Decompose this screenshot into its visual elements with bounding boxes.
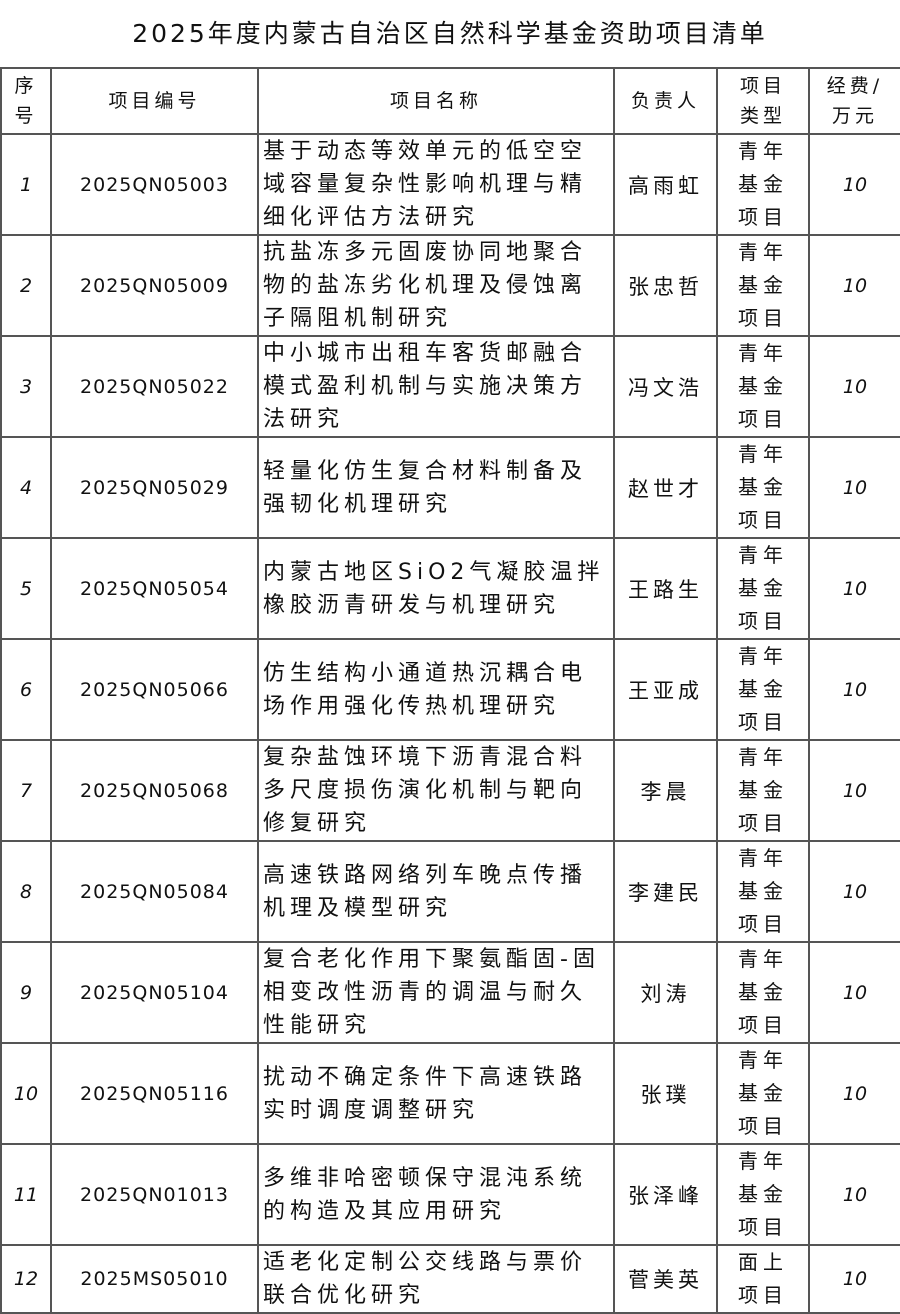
project-name: 抗盐冻多元固废协同地聚合物的盐冻劣化机理及侵蚀离子隔阻机制研究 — [257, 234, 615, 337]
row-index: 4 — [0, 436, 52, 539]
project-code: 2025QN05022 — [50, 335, 259, 438]
project-type: 青年基金项目 — [716, 739, 810, 842]
row-index: 2 — [0, 234, 52, 337]
project-name: 适老化定制公交线路与票价联合优化研究 — [257, 1244, 615, 1314]
project-funding: 10 — [808, 739, 900, 842]
project-funding: 10 — [808, 436, 900, 539]
project-type: 青年基金项目 — [716, 234, 810, 337]
project-funding: 10 — [808, 941, 900, 1044]
row-index: 12 — [0, 1244, 52, 1314]
table-row: 9 2025QN05104 复合老化作用下聚氨酯固-固相变改性沥青的调温与耐久性能研… — [0, 941, 900, 1044]
project-table: 序号 项目编号 项目名称 负责人 项目类型 经费/万元 1 2025QN05003… — [0, 67, 900, 1314]
project-funding: 10 — [808, 840, 900, 943]
project-name: 复合老化作用下聚氨酯固-固相变改性沥青的调温与耐久性能研究 — [257, 941, 615, 1044]
project-name: 中小城市出租车客货邮融合模式盈利机制与实施决策方法研究 — [257, 335, 615, 438]
project-type: 面上项目 — [716, 1244, 810, 1314]
row-index: 10 — [0, 1042, 52, 1145]
table-row: 5 2025QN05054 内蒙古地区SiO2气凝胶温拌橡胶沥青研发与机理研究 王路生… — [0, 537, 900, 640]
project-name: 仿生结构小通道热沉耦合电场作用强化传热机理研究 — [257, 638, 615, 741]
table-row: 7 2025QN05068 复杂盐蚀环境下沥青混合料多尺度损伤演化机制与靶向修复研究… — [0, 739, 900, 842]
project-type: 青年基金项目 — [716, 1042, 810, 1145]
project-type: 青年基金项目 — [716, 941, 810, 1044]
project-leader: 张璞 — [613, 1042, 718, 1145]
project-leader: 冯文浩 — [613, 335, 718, 438]
project-code: 2025MS05010 — [50, 1244, 259, 1314]
header-person: 负责人 — [613, 67, 718, 135]
project-name: 多维非哈密顿保守混沌系统的构造及其应用研究 — [257, 1143, 615, 1246]
table-row: 12 2025MS05010 适老化定制公交线路与票价联合优化研究 菅美英 面上项目 10 — [0, 1244, 900, 1314]
table-header-row: 序号 项目编号 项目名称 负责人 项目类型 经费/万元 — [0, 67, 900, 135]
project-funding: 10 — [808, 1143, 900, 1246]
row-index: 5 — [0, 537, 52, 640]
row-index: 7 — [0, 739, 52, 842]
project-leader: 李晨 — [613, 739, 718, 842]
project-leader: 张泽峰 — [613, 1143, 718, 1246]
project-code: 2025QN05054 — [50, 537, 259, 640]
project-name: 基于动态等效单元的低空空域容量复杂性影响机理与精细化评估方法研究 — [257, 133, 615, 236]
project-type: 青年基金项目 — [716, 335, 810, 438]
project-leader: 赵世才 — [613, 436, 718, 539]
project-funding: 10 — [808, 1244, 900, 1314]
project-code: 2025QN05066 — [50, 638, 259, 741]
project-code: 2025QN01013 — [50, 1143, 259, 1246]
project-leader: 王亚成 — [613, 638, 718, 741]
project-funding: 10 — [808, 234, 900, 337]
project-funding: 10 — [808, 1042, 900, 1145]
project-leader: 高雨虹 — [613, 133, 718, 236]
project-leader: 李建民 — [613, 840, 718, 943]
row-index: 1 — [0, 133, 52, 236]
table-row: 6 2025QN05066 仿生结构小通道热沉耦合电场作用强化传热机理研究 王亚成 青年… — [0, 638, 900, 741]
project-leader: 刘涛 — [613, 941, 718, 1044]
project-funding: 10 — [808, 638, 900, 741]
header-index: 序号 — [0, 67, 52, 135]
project-code: 2025QN05068 — [50, 739, 259, 842]
header-fund: 经费/万元 — [808, 67, 900, 135]
table-row: 1 2025QN05003 基于动态等效单元的低空空域容量复杂性影响机理与精细化评估… — [0, 133, 900, 236]
project-code: 2025QN05009 — [50, 234, 259, 337]
project-type: 青年基金项目 — [716, 436, 810, 539]
project-funding: 10 — [808, 537, 900, 640]
table-row: 4 2025QN05029 轻量化仿生复合材料制备及强韧化机理研究 赵世才 青年基金项目… — [0, 436, 900, 539]
table-row: 10 2025QN05116 扰动不确定条件下高速铁路实时调度调整研究 张璞 青年基金项… — [0, 1042, 900, 1145]
project-type: 青年基金项目 — [716, 133, 810, 236]
row-index: 11 — [0, 1143, 52, 1246]
row-index: 8 — [0, 840, 52, 943]
project-name: 轻量化仿生复合材料制备及强韧化机理研究 — [257, 436, 615, 539]
project-name: 复杂盐蚀环境下沥青混合料多尺度损伤演化机制与靶向修复研究 — [257, 739, 615, 842]
project-code: 2025QN05029 — [50, 436, 259, 539]
row-index: 6 — [0, 638, 52, 741]
project-code: 2025QN05084 — [50, 840, 259, 943]
project-leader: 王路生 — [613, 537, 718, 640]
project-code: 2025QN05003 — [50, 133, 259, 236]
header-code: 项目编号 — [50, 67, 259, 135]
header-type: 项目类型 — [716, 67, 810, 135]
project-funding: 10 — [808, 133, 900, 236]
document-title: 2025年度内蒙古自治区自然科学基金资助项目清单 — [132, 19, 768, 48]
project-type: 青年基金项目 — [716, 840, 810, 943]
project-name: 高速铁路网络列车晚点传播机理及模型研究 — [257, 840, 615, 943]
table-row: 11 2025QN01013 多维非哈密顿保守混沌系统的构造及其应用研究 张泽峰 青年基… — [0, 1143, 900, 1246]
project-type: 青年基金项目 — [716, 537, 810, 640]
row-index: 3 — [0, 335, 52, 438]
header-name: 项目名称 — [257, 67, 615, 135]
project-name: 内蒙古地区SiO2气凝胶温拌橡胶沥青研发与机理研究 — [257, 537, 615, 640]
project-code: 2025QN05116 — [50, 1042, 259, 1145]
project-name: 扰动不确定条件下高速铁路实时调度调整研究 — [257, 1042, 615, 1145]
table-row: 3 2025QN05022 中小城市出租车客货邮融合模式盈利机制与实施决策方法研究冯… — [0, 335, 900, 438]
project-code: 2025QN05104 — [50, 941, 259, 1044]
project-funding: 10 — [808, 335, 900, 438]
project-leader: 张忠哲 — [613, 234, 718, 337]
project-type: 青年基金项目 — [716, 1143, 810, 1246]
table-row: 2 2025QN05009 抗盐冻多元固废协同地聚合物的盐冻劣化机理及侵蚀离子隔阻机… — [0, 234, 900, 337]
table-row: 8 2025QN05084 高速铁路网络列车晚点传播机理及模型研究 李建民 青年基金项目… — [0, 840, 900, 943]
project-leader: 菅美英 — [613, 1244, 718, 1314]
row-index: 9 — [0, 941, 52, 1044]
project-type: 青年基金项目 — [716, 638, 810, 741]
